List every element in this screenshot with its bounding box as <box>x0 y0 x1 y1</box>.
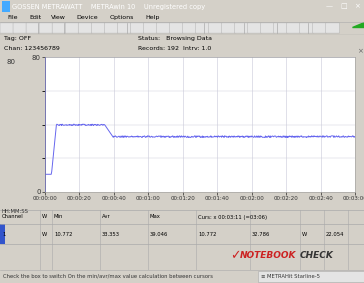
FancyBboxPatch shape <box>52 23 66 33</box>
FancyBboxPatch shape <box>234 23 248 33</box>
Text: 32.786: 32.786 <box>252 231 270 237</box>
Text: W: W <box>42 231 47 237</box>
Text: □: □ <box>340 3 347 10</box>
Text: W: W <box>42 215 47 220</box>
Text: 22.054: 22.054 <box>326 231 344 237</box>
Text: 80: 80 <box>7 59 16 65</box>
Text: W: W <box>302 231 307 237</box>
Text: View: View <box>51 15 66 20</box>
Bar <box>2 1 10 12</box>
Text: HH:MM:SS: HH:MM:SS <box>2 209 29 215</box>
Text: File: File <box>7 15 18 20</box>
Text: Records: 192  Intrv: 1.0: Records: 192 Intrv: 1.0 <box>138 46 211 51</box>
Text: Tag: OFF: Tag: OFF <box>4 36 31 41</box>
Text: 10.772: 10.772 <box>54 231 72 237</box>
Text: Edit: Edit <box>29 15 41 20</box>
FancyBboxPatch shape <box>143 23 157 33</box>
FancyBboxPatch shape <box>182 23 196 33</box>
FancyBboxPatch shape <box>0 23 14 33</box>
FancyBboxPatch shape <box>91 23 105 33</box>
Text: Chan: 123456789: Chan: 123456789 <box>4 46 60 51</box>
Text: ×: × <box>354 3 360 10</box>
FancyBboxPatch shape <box>78 23 92 33</box>
FancyBboxPatch shape <box>13 23 27 33</box>
Text: —: — <box>326 3 333 10</box>
FancyBboxPatch shape <box>65 23 79 33</box>
FancyBboxPatch shape <box>248 23 261 33</box>
FancyBboxPatch shape <box>39 23 53 33</box>
Text: 39.046: 39.046 <box>150 231 169 237</box>
Text: ×: × <box>357 48 363 54</box>
Polygon shape <box>352 22 364 27</box>
Text: Curs: x 00:03:11 (=03:06): Curs: x 00:03:11 (=03:06) <box>198 215 267 220</box>
Bar <box>0 224 5 244</box>
Text: Max: Max <box>150 215 161 220</box>
Text: CHECK: CHECK <box>300 252 334 260</box>
FancyBboxPatch shape <box>117 23 131 33</box>
Text: Avr: Avr <box>102 215 111 220</box>
Text: NOTEBOOK: NOTEBOOK <box>240 252 297 260</box>
FancyBboxPatch shape <box>195 23 209 33</box>
FancyBboxPatch shape <box>274 23 288 33</box>
Text: GOSSEN METRAWATT    METRAwin 10    Unregistered copy: GOSSEN METRAWATT METRAwin 10 Unregistere… <box>12 3 205 10</box>
FancyBboxPatch shape <box>157 23 170 33</box>
Text: Help: Help <box>146 15 160 20</box>
Text: Options: Options <box>109 15 134 20</box>
Text: 33.353: 33.353 <box>102 231 120 237</box>
FancyBboxPatch shape <box>313 23 327 33</box>
Text: Check the box to switch On the min/avr/max value calculation between cursors: Check the box to switch On the min/avr/m… <box>3 274 213 279</box>
FancyBboxPatch shape <box>261 23 274 33</box>
FancyBboxPatch shape <box>287 23 301 33</box>
Text: ✓: ✓ <box>230 250 241 263</box>
Text: 1: 1 <box>2 231 5 237</box>
FancyBboxPatch shape <box>326 23 340 33</box>
Text: Device: Device <box>76 15 98 20</box>
FancyBboxPatch shape <box>169 23 183 33</box>
Text: Status:   Browsing Data: Status: Browsing Data <box>138 36 212 41</box>
FancyBboxPatch shape <box>222 23 236 33</box>
Text: Min: Min <box>54 215 63 220</box>
FancyBboxPatch shape <box>130 23 144 33</box>
FancyBboxPatch shape <box>104 23 118 33</box>
FancyBboxPatch shape <box>26 23 40 33</box>
Text: Channel: Channel <box>2 215 24 220</box>
FancyBboxPatch shape <box>209 23 222 33</box>
Text: 10.772: 10.772 <box>198 231 217 237</box>
Bar <box>258 271 364 282</box>
FancyBboxPatch shape <box>300 23 313 33</box>
Text: ≡ METRAHit Starline-5: ≡ METRAHit Starline-5 <box>261 274 320 279</box>
